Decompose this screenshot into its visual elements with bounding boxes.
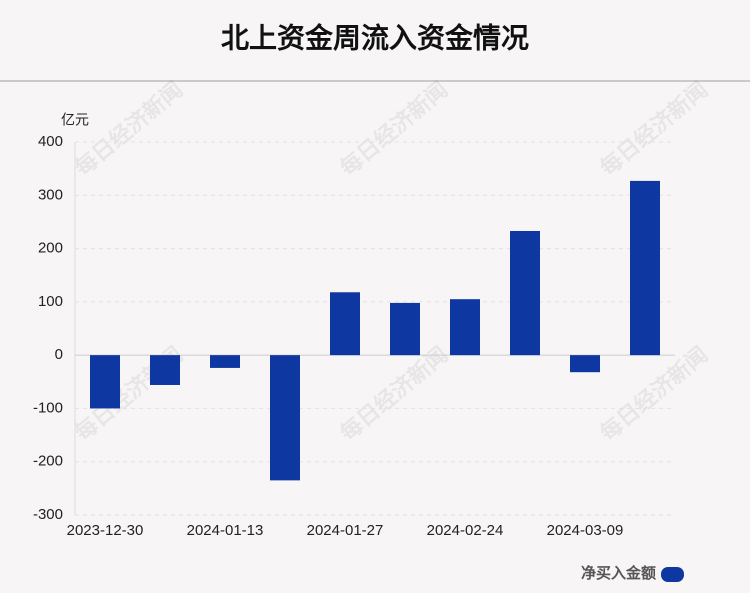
x-tick-label: 2024-02-24 — [427, 522, 504, 539]
bar — [450, 299, 480, 356]
y-tick-label: 300 — [38, 186, 63, 203]
x-tick-label: 2024-01-13 — [187, 522, 264, 539]
bar — [570, 355, 600, 373]
bar — [510, 230, 540, 356]
bar — [270, 355, 300, 481]
bar — [90, 355, 120, 409]
bar — [630, 180, 660, 356]
chart-title: 北上资金周流入资金情况 — [221, 21, 529, 53]
y-tick-label: 200 — [38, 240, 63, 257]
bar — [390, 302, 420, 356]
y-tick-label: 400 — [38, 133, 63, 150]
x-tick-label: 2023-12-30 — [67, 522, 144, 539]
y-tick-label: -100 — [33, 399, 63, 416]
y-tick-label: 100 — [38, 293, 63, 310]
y-tick-label: -200 — [33, 453, 63, 470]
legend-label: 净买入金额 — [581, 564, 656, 582]
y-tick-label: 0 — [55, 346, 63, 363]
bar — [330, 292, 360, 356]
x-tick-label: 2024-01-27 — [307, 522, 384, 539]
legend-swatch — [661, 567, 684, 582]
y-tick-label: -300 — [33, 506, 63, 523]
bar — [210, 355, 240, 368]
y-axis-label: 亿元 — [61, 112, 89, 128]
x-tick-label: 2024-03-09 — [547, 522, 624, 539]
bar — [150, 355, 180, 385]
